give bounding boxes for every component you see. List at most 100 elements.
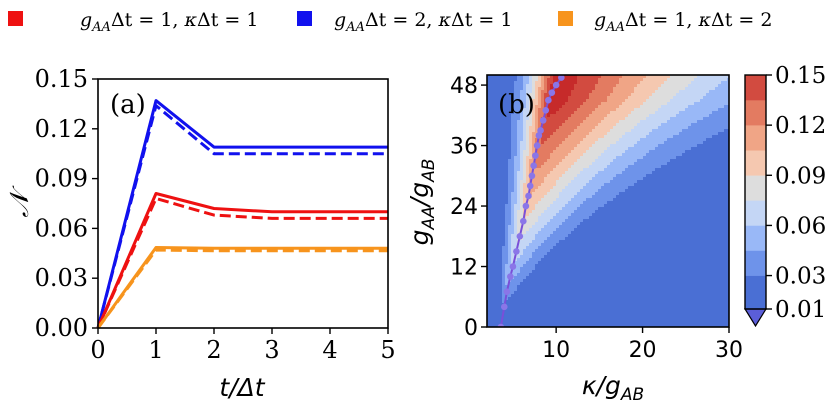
contour-cell — [628, 153, 632, 157]
contour-cell — [499, 228, 503, 232]
contour-cell — [505, 324, 509, 327]
contour-cell — [526, 276, 530, 280]
contour-cell — [496, 216, 500, 220]
contour-cell — [490, 324, 494, 327]
contour-cell — [571, 183, 575, 187]
contour-cell — [517, 324, 521, 327]
contour-cell — [622, 255, 626, 259]
contour-cell — [583, 237, 587, 241]
contour-cell — [595, 144, 599, 148]
contour-cell — [658, 99, 662, 103]
contour-cell — [583, 279, 587, 283]
contour-cell — [571, 78, 575, 82]
contour-cell — [622, 183, 626, 187]
contour-cell — [520, 273, 524, 277]
contour-cell — [571, 150, 575, 154]
contour-cell — [595, 150, 599, 154]
contour-cell — [610, 237, 614, 241]
contour-cell — [541, 90, 545, 94]
legend-entry-orange: gAAΔt = 1, κΔt = 2 — [558, 9, 772, 35]
legend: gAAΔt = 1, κΔt = 1 gAAΔt = 2, κΔt = 1 gA… — [8, 9, 772, 35]
contour-cell — [535, 225, 539, 229]
contour-cell — [526, 315, 530, 319]
contour-cell — [556, 252, 560, 256]
contour-cell — [514, 153, 518, 157]
contour-cell — [526, 90, 530, 94]
contour-cell — [511, 87, 515, 91]
contour-cell — [628, 135, 632, 139]
contour-cell — [526, 246, 530, 250]
contour-cell — [520, 75, 524, 79]
contour-cell — [625, 321, 629, 325]
contour-cell — [661, 153, 665, 157]
contour-cell — [616, 276, 620, 280]
contour-cell — [610, 219, 614, 223]
contour-cell — [625, 186, 629, 190]
contour-cell — [553, 180, 557, 184]
contour-cell — [529, 78, 533, 82]
contour-cell — [529, 225, 533, 229]
contour-cell — [541, 189, 545, 193]
contour-cell — [535, 84, 539, 88]
contour-cell — [565, 84, 569, 88]
contour-cell — [637, 201, 641, 205]
contour-cell — [496, 165, 500, 169]
contour-cell — [655, 213, 659, 217]
contour-cell — [613, 219, 617, 223]
contour-cell — [565, 213, 569, 217]
contour-cell — [586, 162, 590, 166]
contour-cell — [604, 159, 608, 163]
contour-cell — [652, 111, 656, 115]
contour-cell — [658, 282, 662, 286]
contour-cell — [505, 216, 509, 220]
contour-cell — [529, 243, 533, 247]
contour-cell — [604, 147, 608, 151]
contour-cell — [571, 81, 575, 85]
contour-cell — [505, 309, 509, 313]
contour-cell — [493, 96, 497, 100]
contour-cell — [583, 252, 587, 256]
contour-cell — [604, 195, 608, 199]
contour-cell — [601, 261, 605, 265]
contour-cell — [487, 114, 491, 118]
contour-cell — [625, 75, 629, 79]
contour-cell — [592, 171, 596, 175]
contour-cell — [637, 141, 641, 145]
contour-cell — [658, 225, 662, 229]
contour-cell — [661, 234, 665, 238]
contour-cell — [583, 204, 587, 208]
contour-cell — [505, 255, 509, 259]
contour-cell — [598, 132, 602, 136]
contour-cell — [625, 222, 629, 226]
contour-cell — [541, 201, 545, 205]
contour-cell — [658, 189, 662, 193]
contour-cell — [550, 153, 554, 157]
contour-cell — [547, 183, 551, 187]
contour-cell — [580, 321, 584, 325]
contour-cell — [490, 213, 494, 217]
contour-cell — [538, 102, 542, 106]
contour-cell — [643, 300, 647, 304]
contour-cell — [580, 108, 584, 112]
contour-cell — [652, 81, 656, 85]
contour-cell — [625, 294, 629, 298]
contour-cell — [499, 270, 503, 274]
contour-cell — [580, 183, 584, 187]
contour-cell — [544, 294, 548, 298]
contour-cell — [589, 168, 593, 172]
contour-cell — [520, 324, 524, 327]
contour-cell — [511, 249, 515, 253]
contour-cell — [598, 288, 602, 292]
contour-cell — [559, 201, 563, 205]
contour-cell — [655, 279, 659, 283]
contour-cell — [493, 249, 497, 253]
contour-cell — [619, 189, 623, 193]
contour-cell — [628, 96, 632, 100]
contour-cell — [613, 324, 617, 327]
contour-cell — [556, 93, 560, 97]
contour-cell — [586, 321, 590, 325]
contour-cell — [529, 120, 533, 124]
contour-cell — [487, 165, 491, 169]
contour-cell — [553, 216, 557, 220]
contour-cell — [571, 252, 575, 256]
